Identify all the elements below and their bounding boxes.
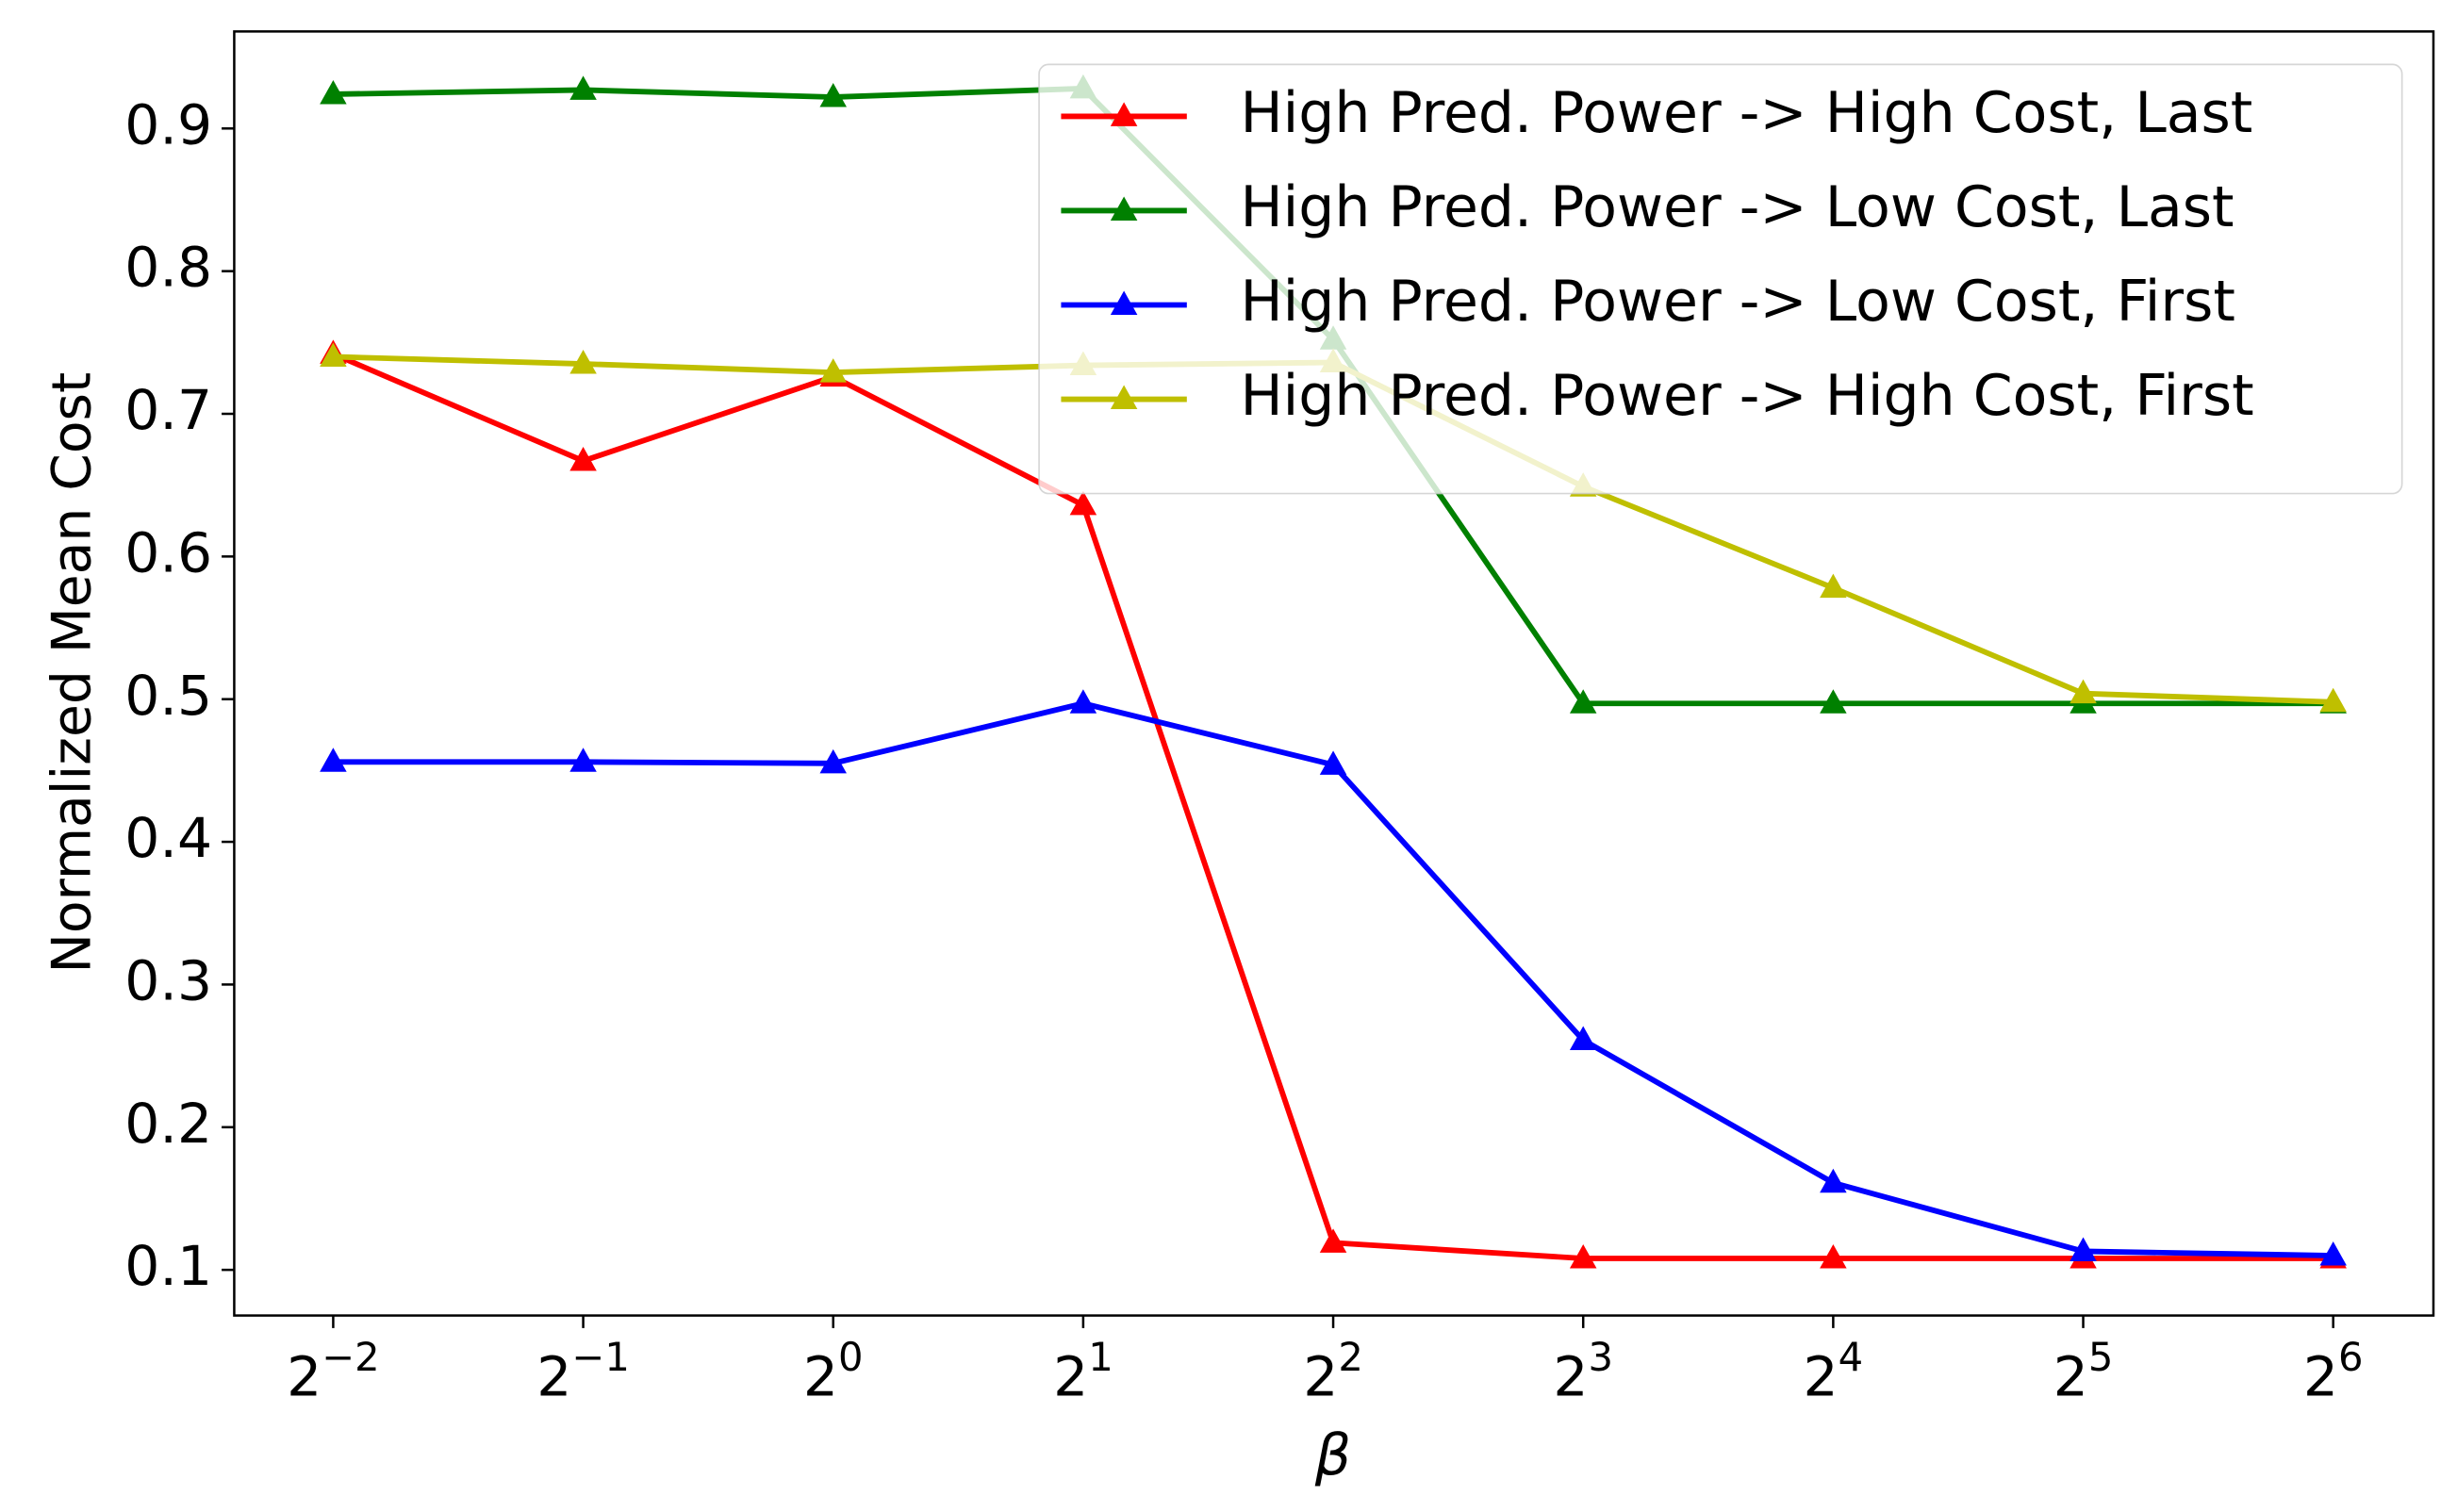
x-tick-label: 2−2 — [287, 1334, 380, 1409]
x-tick-exponent: 4 — [1839, 1334, 1864, 1380]
point-marker — [320, 342, 347, 367]
x-tick-exponent: 5 — [2088, 1334, 2114, 1380]
legend-label: High Pred. Power -> High Cost, Last — [1241, 80, 2253, 146]
point-marker — [1820, 689, 1847, 714]
x-tick-base: 2 — [1053, 1345, 1088, 1409]
y-tick-label: 0.6 — [124, 520, 212, 584]
x-tick-exponent: 0 — [838, 1334, 864, 1380]
y-tick-label: 0.7 — [124, 378, 212, 442]
legend-label: High Pred. Power -> Low Cost, Last — [1241, 174, 2234, 240]
point-marker — [320, 79, 347, 105]
x-tick-label: 23 — [1553, 1334, 1613, 1409]
point-marker — [1820, 1244, 1847, 1269]
x-tick-label: 20 — [803, 1334, 864, 1409]
point-marker — [1569, 1244, 1597, 1269]
series-line — [333, 700, 2333, 1258]
x-tick-exponent: 2 — [1338, 1334, 1363, 1380]
x-tick-exponent: 3 — [1589, 1334, 1614, 1380]
point-marker — [1569, 1026, 1597, 1050]
x-tick-exponent: −2 — [322, 1334, 379, 1380]
x-tick-label: 25 — [2053, 1334, 2114, 1409]
x-tick-label: 2−1 — [536, 1334, 630, 1409]
point-marker — [1069, 490, 1097, 516]
point-marker — [1319, 1228, 1347, 1253]
y-tick-label: 0.3 — [124, 949, 212, 1013]
x-tick-exponent: −1 — [571, 1334, 629, 1380]
point-marker — [1569, 689, 1597, 714]
point-marker — [819, 358, 847, 383]
point-marker — [819, 748, 847, 774]
point-marker — [2069, 1237, 2097, 1261]
x-tick-base: 2 — [2053, 1345, 2088, 1409]
point-marker — [1820, 573, 1847, 599]
point-marker — [1319, 750, 1347, 775]
point-marker — [569, 350, 597, 374]
point-marker — [569, 75, 597, 100]
y-tick-label: 0.9 — [124, 92, 212, 156]
x-tick-base: 2 — [803, 1345, 838, 1409]
legend-marker — [1110, 385, 1138, 410]
point-marker — [2319, 1241, 2347, 1266]
point-marker — [819, 82, 847, 107]
y-tick-label: 0.1 — [124, 1234, 212, 1298]
x-tick-label: 26 — [2303, 1334, 2364, 1409]
point-marker — [569, 446, 597, 471]
x-tick-base: 2 — [287, 1345, 322, 1409]
legend-label: High Pred. Power -> Low Cost, First — [1241, 269, 2235, 335]
point-marker — [2319, 687, 2347, 713]
x-tick-exponent: 6 — [2338, 1334, 2364, 1380]
point-marker — [1069, 689, 1097, 714]
x-tick-base: 2 — [1553, 1345, 1588, 1409]
point-marker — [2069, 679, 2097, 704]
point-marker — [569, 748, 597, 772]
x-tick-base: 2 — [536, 1345, 571, 1409]
legend-marker — [1110, 102, 1138, 126]
x-tick-label: 22 — [1303, 1334, 1363, 1409]
point-marker — [1820, 1168, 1847, 1193]
x-axis-label: β — [1314, 1422, 1351, 1488]
x-tick-base: 2 — [1804, 1345, 1839, 1409]
x-tick-base: 2 — [1303, 1345, 1338, 1409]
x-tick-base: 2 — [2303, 1345, 2338, 1409]
legend-box — [1038, 63, 2403, 495]
x-tick-label: 21 — [1053, 1334, 1113, 1409]
legend-label: High Pred. Power -> High Cost, First — [1241, 363, 2254, 429]
y-tick-label: 0.2 — [124, 1092, 212, 1156]
y-axis-label: Normalized Mean Cost — [41, 372, 104, 974]
y-tick-label: 0.5 — [124, 664, 212, 728]
y-tick-label: 0.4 — [124, 806, 212, 870]
y-tick-label: 0.8 — [124, 236, 212, 300]
legend-marker — [1110, 290, 1138, 315]
x-tick-label: 24 — [1804, 1334, 1864, 1409]
legend-marker — [1110, 196, 1138, 221]
point-marker — [320, 748, 347, 772]
axes-frame — [233, 30, 2435, 1317]
x-tick-exponent: 1 — [1088, 1334, 1113, 1380]
